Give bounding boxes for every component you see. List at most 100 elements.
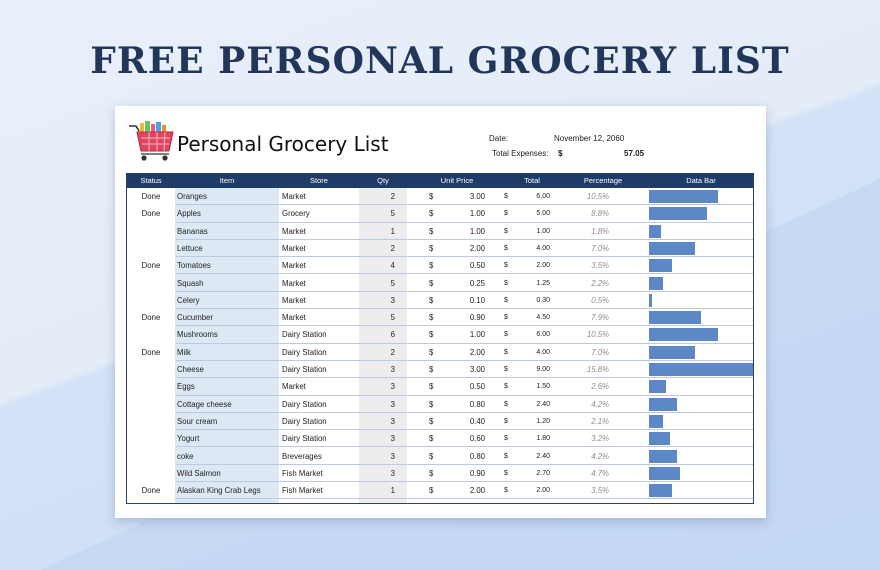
row-unit-currency: $ <box>429 313 434 323</box>
table-row: Cheese Dairy Station 3 $3.00 $9.00 15.8% <box>127 361 753 379</box>
row-percentage: 2.2% <box>591 278 609 288</box>
row-store: Market <box>282 382 306 392</box>
row-unit-price: 2.00 <box>469 243 485 253</box>
total-currency: $ <box>558 149 563 158</box>
row-status: Done <box>141 313 161 323</box>
row-item: Cucumber <box>177 313 213 323</box>
row-unit-currency: $ <box>429 399 434 409</box>
row-unit-price: 0.80 <box>469 399 485 409</box>
row-total-currency: $ <box>504 279 508 287</box>
table-row: Eggs Market 3 $0.50 $1.50 2.6% <box>127 378 753 396</box>
row-data-bar <box>649 345 696 359</box>
row-qty: 2 <box>390 192 395 201</box>
row-item: Yogurt <box>177 434 200 444</box>
row-total-currency: $ <box>504 331 508 339</box>
row-total-currency: $ <box>504 227 508 235</box>
row-total: 6.00 <box>536 331 550 339</box>
grocery-basket-icon <box>129 121 174 161</box>
row-unit-currency: $ <box>429 295 434 305</box>
row-total: 0.30 <box>536 296 550 304</box>
row-total: 2.70 <box>536 469 550 477</box>
row-percentage: 7.0% <box>591 347 609 357</box>
total-expenses-value: 57.05 <box>624 149 645 158</box>
row-percentage: 4.7% <box>591 468 609 478</box>
table-row: coke Breverages 3 $0.80 $2.40 4.2% <box>127 448 753 465</box>
row-total-currency: $ <box>504 452 508 460</box>
table-row: Done Milk Dairy Station 2 $2.00 $4.00 7.0% <box>127 344 753 361</box>
row-store: Fish Market <box>282 468 323 478</box>
table-row: Done Apples Grocery 5 $1.00 $5.00 8.8% <box>127 205 753 223</box>
date-value: November 12, 2060 <box>554 134 625 143</box>
row-status <box>127 275 175 292</box>
row-total-currency: $ <box>504 210 508 218</box>
row-percentage: 10.5% <box>586 330 609 340</box>
row-unit-price: 0.10 <box>469 295 485 305</box>
table-row: Wild Salmon Fish Market 3 $0.90 $2.70 4.7% <box>127 465 753 483</box>
row-unit-currency: $ <box>429 278 434 288</box>
row-store: Dairy Station <box>282 416 327 426</box>
row-data-bar <box>649 259 673 273</box>
row-data-bar <box>649 224 661 238</box>
table-row: Mushrooms Dairy Station 6 $1.00 $6.00 10.5% <box>127 326 753 344</box>
row-data-bar <box>649 190 719 203</box>
row-status: Done <box>141 209 161 219</box>
row-unit-price: 0.50 <box>469 382 485 392</box>
row-total: 4.00 <box>536 348 550 356</box>
row-item: coke <box>177 451 194 461</box>
row-status <box>127 326 175 343</box>
row-store: Market <box>282 295 306 305</box>
row-unit-currency: $ <box>429 261 434 271</box>
row-store: Dairy Station <box>282 434 327 444</box>
row-item: Tomatoes <box>177 261 211 271</box>
row-data-bar <box>649 328 719 342</box>
row-total: 4.50 <box>536 314 550 322</box>
row-unit-price: 1.00 <box>469 330 485 340</box>
row-percentage: 3.5% <box>591 261 609 271</box>
row-unit-currency: $ <box>429 486 434 496</box>
row-divider <box>175 221 753 223</box>
sheet-title: Personal Grocery List <box>177 132 389 156</box>
row-qty: 3 <box>390 399 395 409</box>
row-item: Bananas <box>177 226 208 236</box>
row-status <box>127 465 175 482</box>
header-data-bar: Data Bar <box>686 176 716 185</box>
row-unit-currency: $ <box>429 416 434 426</box>
row-percentage: 7.9% <box>591 313 609 323</box>
row-unit-currency: $ <box>429 209 434 219</box>
header-status: Status <box>140 176 162 185</box>
row-qty: 3 <box>390 382 395 392</box>
row-store: Fish Market <box>282 486 323 496</box>
row-status <box>127 448 175 465</box>
row-percentage: 0.5% <box>591 295 609 305</box>
total-expenses-label: Total Expenses: <box>492 149 549 158</box>
table-row: Done Tomatoes Market 4 $0.50 $2.00 3.5% <box>127 257 753 275</box>
row-item: Wild Salmon <box>177 468 221 478</box>
row-percentage: 4.2% <box>591 451 609 461</box>
row-item: Sour cream <box>177 416 218 426</box>
row-qty: 3 <box>390 416 395 426</box>
banner-title: FREE PERSONAL GROCERY LIST <box>90 40 790 82</box>
row-unit-price: 1.00 <box>469 209 485 219</box>
table-row: Lettuce Market 2 $2.00 $4.00 7.0% <box>127 240 753 258</box>
row-unit-price: 0.25 <box>469 278 485 288</box>
row-item: Squash <box>177 278 204 288</box>
row-percentage: 2.6% <box>591 382 609 392</box>
row-store: Market <box>282 261 306 271</box>
row-divider <box>175 394 753 396</box>
row-unit-currency: $ <box>429 382 434 392</box>
row-data-bar <box>649 363 753 376</box>
row-divider <box>175 429 753 431</box>
row-store: Grocery <box>282 209 310 219</box>
table-header: Status Item Store Qty Unit Price Total P… <box>127 174 753 188</box>
header-unit-price: Unit Price <box>440 176 474 185</box>
row-total: 1.50 <box>536 383 550 391</box>
row-divider <box>175 256 753 258</box>
row-divider <box>175 446 753 448</box>
table-row: Cottage cheese Dairy Station 3 $0.80 $2.40 4.… <box>127 396 753 413</box>
row-divider <box>175 342 753 344</box>
row-item: Apples <box>177 209 201 219</box>
row-total-currency: $ <box>504 314 508 322</box>
row-total: 9.00 <box>536 366 550 373</box>
row-divider <box>175 377 753 379</box>
row-item: Cottage cheese <box>177 399 232 409</box>
